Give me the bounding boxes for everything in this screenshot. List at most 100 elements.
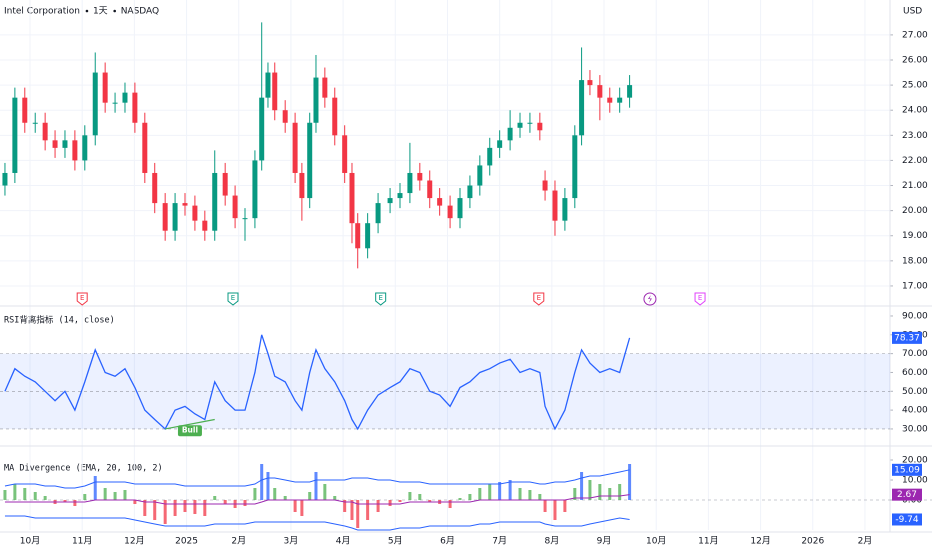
histogram-bar — [543, 500, 547, 512]
y-tick-label: 90.00 — [902, 311, 928, 321]
grid — [0, 0, 890, 530]
rsi-title: RSI背离指标 (14, close) — [4, 315, 115, 326]
candle-body — [192, 205, 198, 221]
histogram-bar — [448, 500, 452, 508]
symbol-name: Intel Corporation — [4, 7, 80, 17]
histogram-bar — [356, 500, 360, 528]
event-label: E — [378, 294, 382, 302]
candle-body — [322, 77, 328, 98]
candle-body — [112, 102, 118, 104]
candle-body — [242, 218, 248, 220]
interval: 1天 — [93, 7, 108, 17]
macd-title: MA Divergence (EMA, 20, 100, 2) — [4, 464, 163, 474]
candle-body — [299, 172, 305, 199]
exchange: NASDAQ — [121, 7, 159, 17]
x-tick-label: 11月 — [698, 536, 718, 547]
candle-body — [212, 172, 218, 231]
divergence-tag — [177, 425, 202, 437]
histogram-bar — [608, 488, 612, 500]
histogram-bar — [3, 490, 7, 500]
event-label: E — [231, 294, 235, 302]
histogram-bar — [553, 500, 557, 520]
y-tick-label: 19.00 — [902, 231, 928, 241]
event-label: E — [537, 294, 541, 302]
histogram-bar — [63, 500, 67, 502]
histogram-bar — [260, 464, 264, 500]
x-tick-label: 2026 — [801, 537, 824, 547]
histogram-bar — [618, 484, 622, 500]
histogram-bar — [573, 488, 577, 500]
candle-body — [467, 185, 473, 199]
x-tick-label: 3月 — [284, 536, 299, 547]
candle-body — [122, 92, 128, 103]
candle-body — [507, 127, 513, 141]
candle-body — [607, 97, 613, 103]
histogram-bar — [308, 492, 312, 500]
candle-body — [579, 80, 585, 136]
candle-body — [2, 172, 8, 186]
y-tick-label: 40.00 — [902, 406, 928, 416]
candle-body — [457, 198, 463, 219]
histogram-bar — [93, 476, 97, 500]
histogram-bar — [183, 500, 187, 512]
candle-body — [407, 172, 413, 194]
y-tick-label: 18.00 — [902, 256, 928, 266]
candle-body — [12, 97, 18, 173]
candle-body — [92, 72, 98, 136]
candle-body — [387, 198, 393, 204]
candle-body — [587, 80, 593, 86]
candle-body — [417, 172, 423, 181]
histogram-bar — [83, 494, 87, 500]
candle-body — [282, 110, 288, 123]
y-tick-label: 50.00 — [902, 387, 928, 397]
upper-line — [4, 469, 630, 489]
event-marker — [227, 292, 239, 306]
histogram-bar — [283, 496, 287, 500]
histogram-bar — [273, 488, 277, 500]
y-tick-label: 10.00 — [902, 476, 928, 486]
histogram-bar — [350, 500, 354, 520]
candle-body — [82, 135, 88, 161]
y-tick-label: 17.00 — [902, 281, 928, 291]
candle-body — [437, 198, 443, 206]
y-tick-label: 25.00 — [902, 81, 928, 91]
x-tick-label: 10月 — [646, 536, 666, 547]
candle-body — [22, 97, 28, 123]
candle-body — [542, 180, 548, 191]
histogram-bar — [563, 500, 567, 512]
histogram-bar — [33, 492, 37, 500]
candle-body — [62, 140, 68, 148]
x-tick-label: 2月 — [858, 536, 873, 547]
event-label: E — [698, 294, 702, 302]
candle-body — [552, 190, 558, 221]
candle-body — [627, 85, 633, 98]
histogram-bar — [13, 484, 17, 500]
histogram-bar — [223, 500, 227, 504]
candle-body — [497, 140, 503, 148]
event-label: E — [80, 294, 84, 302]
candle-body — [222, 172, 228, 196]
candle-body — [265, 72, 271, 98]
y-tick-label: 70.00 — [902, 349, 928, 359]
divergence-label: Bull — [182, 426, 198, 435]
x-tick-label: 11月 — [72, 536, 92, 547]
x-tick-label: 10月 — [20, 536, 40, 547]
candle-body — [537, 122, 543, 131]
histogram-bar — [408, 492, 412, 500]
candle-body — [132, 92, 138, 123]
histogram-bar — [203, 500, 207, 516]
histogram-bar — [253, 488, 257, 500]
candle-body — [259, 97, 265, 161]
histogram-bar — [428, 500, 432, 502]
x-tick-label: 5月 — [388, 536, 403, 547]
y-tick-label: 20.00 — [902, 206, 928, 216]
candle-body — [477, 165, 483, 186]
y-tick-label: 22.00 — [902, 156, 928, 166]
x-tick-label: 12月 — [124, 536, 144, 547]
candle-body — [72, 140, 78, 161]
y-tick-label: 30.00 — [902, 424, 928, 434]
y-tick-label: 26.00 — [902, 56, 928, 66]
histogram-bar — [538, 494, 542, 500]
